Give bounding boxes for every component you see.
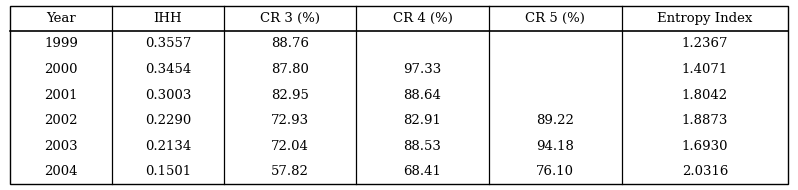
Text: 88.53: 88.53 — [404, 139, 441, 153]
Text: 2001: 2001 — [44, 89, 77, 101]
Text: 68.41: 68.41 — [404, 165, 441, 178]
Text: Entropy Index: Entropy Index — [658, 12, 753, 25]
Text: 2003: 2003 — [44, 139, 77, 153]
Text: 2002: 2002 — [44, 114, 77, 127]
Text: Year: Year — [46, 12, 76, 25]
Text: 94.18: 94.18 — [536, 139, 574, 153]
Text: IHH: IHH — [153, 12, 182, 25]
Text: 0.3557: 0.3557 — [144, 37, 191, 51]
Text: 0.2134: 0.2134 — [144, 139, 191, 153]
Text: 57.82: 57.82 — [271, 165, 309, 178]
Text: 0.3003: 0.3003 — [144, 89, 191, 101]
Text: 2000: 2000 — [44, 63, 77, 76]
Text: 82.91: 82.91 — [404, 114, 441, 127]
Text: CR 3 (%): CR 3 (%) — [260, 12, 320, 25]
Text: 87.80: 87.80 — [271, 63, 309, 76]
Text: 72.04: 72.04 — [271, 139, 309, 153]
Text: 88.64: 88.64 — [404, 89, 441, 101]
Text: 76.10: 76.10 — [536, 165, 575, 178]
Text: 0.3454: 0.3454 — [144, 63, 191, 76]
Text: 97.33: 97.33 — [404, 63, 441, 76]
Text: CR 4 (%): CR 4 (%) — [393, 12, 452, 25]
Text: 1.2367: 1.2367 — [681, 37, 729, 51]
Text: 1.8873: 1.8873 — [681, 114, 728, 127]
Text: 0.2290: 0.2290 — [144, 114, 191, 127]
Text: 88.76: 88.76 — [271, 37, 309, 51]
Text: 2.0316: 2.0316 — [681, 165, 728, 178]
Text: 1.4071: 1.4071 — [681, 63, 728, 76]
Text: CR 5 (%): CR 5 (%) — [525, 12, 585, 25]
Text: 1999: 1999 — [44, 37, 78, 51]
Text: 1.6930: 1.6930 — [681, 139, 729, 153]
Text: 72.93: 72.93 — [271, 114, 309, 127]
Text: 0.1501: 0.1501 — [145, 165, 191, 178]
Text: 1.8042: 1.8042 — [682, 89, 728, 101]
Text: 89.22: 89.22 — [536, 114, 574, 127]
Text: 82.95: 82.95 — [271, 89, 309, 101]
Text: 2004: 2004 — [44, 165, 77, 178]
